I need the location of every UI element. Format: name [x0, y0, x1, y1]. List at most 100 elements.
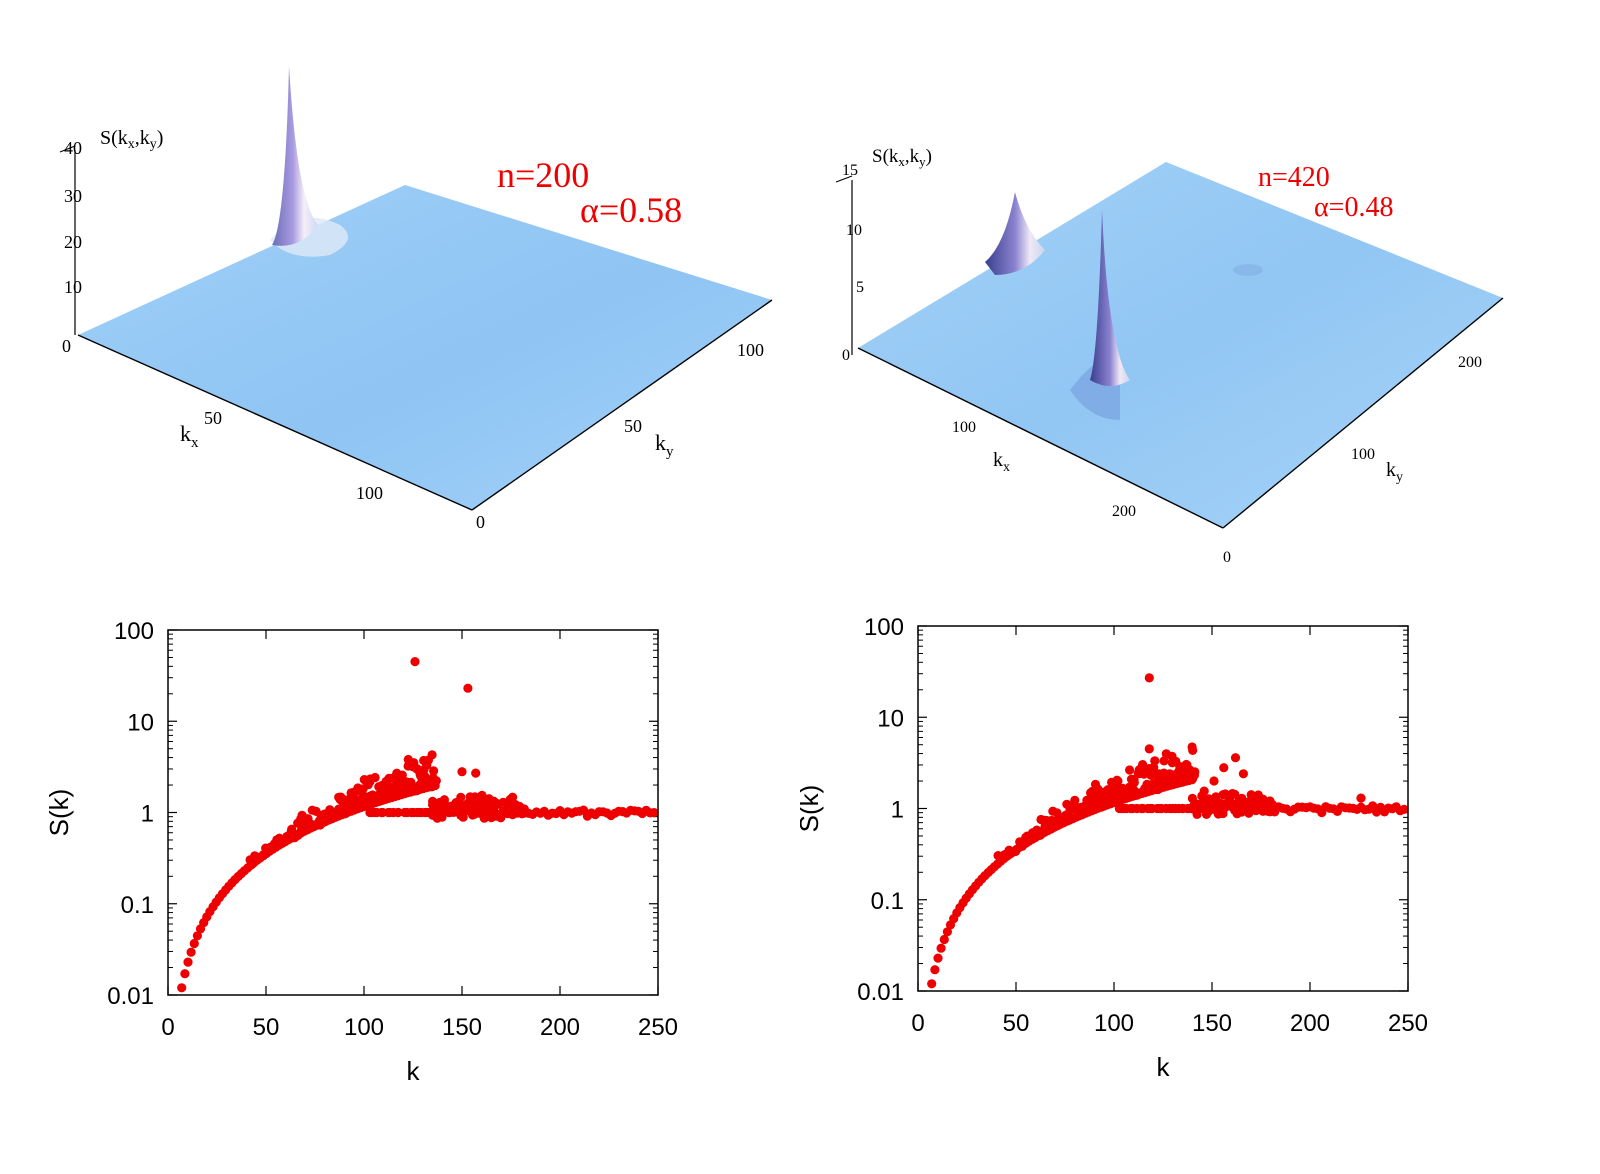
y-tick-label: 100: [864, 614, 904, 641]
surface-plot-left-svg: 40 30 20 10 0 S(kx,ky) 50 100 kx 0 50 10…: [59, 66, 773, 532]
y-tick-label: 100: [114, 618, 154, 645]
y-axis-label: ky: [655, 430, 674, 460]
y-tick-label: 0.1: [121, 892, 154, 919]
surface-plot-right: 15 10 5 0 S(kx,ky) 100 200 kx 0 100 200 …: [800, 0, 1600, 580]
x-label-main: k: [993, 449, 1003, 471]
surface-plot-right-svg: 15 10 5 0 S(kx,ky) 100 200 kx 0 100 200 …: [835, 146, 1504, 566]
z-label-main: S(k: [100, 127, 128, 149]
annotation-n: n=420: [1258, 162, 1330, 193]
z-label-sub-y: y: [919, 154, 926, 169]
scatter-point: [1144, 744, 1154, 754]
scatter-point: [287, 824, 297, 834]
scatter-point: [1150, 756, 1160, 766]
y-tick-label: 1: [141, 801, 154, 828]
x-tick-label: 100: [344, 1014, 384, 1041]
z-tick-label: 10: [64, 277, 82, 297]
scatter-point: [192, 931, 202, 941]
x-tick-label: 150: [442, 1014, 482, 1041]
y-tick-label: 0.01: [857, 979, 904, 1006]
annotation-n: n=200: [497, 155, 589, 195]
z-tick-label: 0: [842, 347, 850, 364]
surface-plot-left: 40 30 20 10 0 S(kx,ky) 50 100 kx 0 50 10…: [0, 0, 800, 580]
scatter-point: [430, 780, 440, 791]
scatter-point: [457, 767, 467, 777]
y-tick-label: 50: [624, 416, 642, 436]
scatter-plot-right-svg: 100 10 1 0.1 0.01 0 50 100 150 200 250 k…: [794, 614, 1428, 1082]
scatter-point: [410, 657, 420, 667]
annotation-alpha: α=0.48: [1314, 192, 1393, 223]
y-tick-label: 0.01: [107, 983, 154, 1010]
scatter-point: [942, 927, 952, 937]
plot-frame: [167, 629, 659, 996]
scatter-point: [1187, 742, 1197, 752]
x-tick-label: 100: [952, 419, 976, 436]
z-label-end: ): [926, 146, 932, 167]
y-axis-edge: [1222, 297, 1504, 529]
scatter-point: [1159, 756, 1169, 766]
scatter-point: [1219, 763, 1229, 773]
y-axis-label: ky: [1386, 459, 1403, 485]
scatter-point: [936, 943, 946, 953]
scatter-point: [1129, 777, 1139, 788]
z-tick-label: 15: [842, 162, 858, 179]
x-label-main: k: [180, 421, 191, 446]
scatter-points: [927, 673, 1409, 989]
scatter-point: [1356, 793, 1366, 803]
x-tick-label: 0: [911, 1010, 924, 1037]
y-tick-label: 1: [891, 797, 904, 824]
surface-peak-large: [1090, 210, 1130, 386]
scatter-point: [1230, 753, 1241, 763]
surface-peak: [272, 66, 318, 246]
scatter-point: [177, 983, 187, 993]
scatter-point: [420, 771, 430, 781]
scatter-point: [933, 953, 943, 963]
scatter-point: [1189, 770, 1199, 780]
z-label-sub-x: x: [128, 137, 135, 152]
x-tick-label: 200: [1112, 503, 1136, 520]
y-label-main: k: [655, 430, 666, 455]
scatter-point: [939, 934, 949, 945]
z-axis-top-tick: [835, 175, 853, 183]
z-axis-label: S(kx,ky): [872, 146, 932, 169]
scatter-plot-left-svg: 100 10 1 0.1 0.01 0 50 100 150 200 250 k…: [44, 618, 678, 1086]
scatter-point: [507, 792, 518, 802]
z-tick-label: 0: [62, 336, 71, 356]
scatter-point: [1220, 789, 1230, 799]
z-tick-label: 30: [64, 186, 82, 206]
x-tick-label: 100: [356, 483, 383, 503]
z-label-sub-x: x: [898, 154, 905, 169]
x-tick-label: 250: [1388, 1010, 1428, 1037]
scatter-point: [1112, 775, 1122, 785]
y-tick-label: 0.1: [871, 888, 904, 915]
x-tick-label: 0: [161, 1014, 174, 1041]
scatter-point: [392, 778, 402, 788]
scatter-point: [930, 965, 940, 975]
y-label-sub: y: [666, 444, 674, 460]
scatter-point: [456, 792, 466, 802]
x-tick-label: 50: [204, 408, 222, 428]
y-axis-label: S(k): [44, 789, 74, 837]
x-axis-edge: [857, 347, 1224, 529]
scatter-point: [393, 807, 403, 818]
surface-dimple: [1233, 264, 1263, 276]
z-axis-top-tick: [59, 145, 76, 153]
x-tick-label: 50: [253, 1014, 280, 1041]
x-tick-label: 200: [540, 1014, 580, 1041]
scatter-point: [927, 979, 937, 989]
scatter-point: [180, 969, 190, 979]
scatter-point: [370, 772, 380, 783]
plot-frame: [917, 625, 1409, 992]
z-label-mid: ,k: [905, 146, 920, 167]
x-axis-edge: [77, 334, 473, 511]
y-tick-label: 0: [476, 512, 485, 532]
scatter-point: [477, 790, 487, 800]
x-label-sub: x: [1003, 460, 1010, 475]
annotation-alpha: α=0.58: [580, 190, 682, 230]
y-tick-label: 100: [737, 340, 764, 360]
z-label-end: ): [157, 127, 164, 149]
z-axis-label: S(kx,ky): [100, 127, 163, 152]
z-label-sub-y: y: [150, 137, 157, 152]
y-tick-label: 10: [877, 705, 904, 732]
scatter-point: [1144, 673, 1154, 683]
scatter-point: [1399, 804, 1409, 814]
